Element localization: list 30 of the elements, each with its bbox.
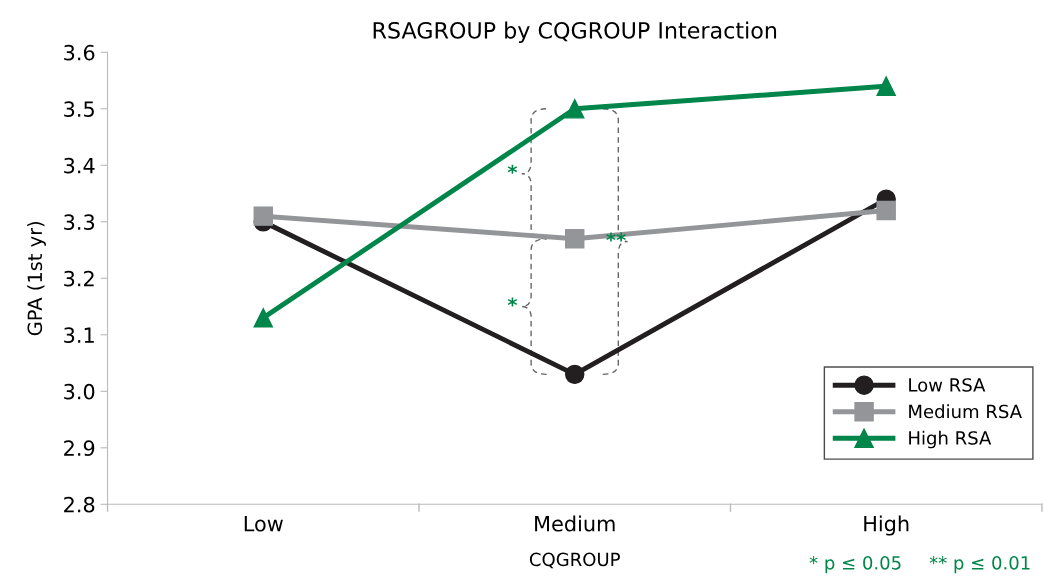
y-axis-title: GPA (1st yr): [27, 221, 46, 336]
point: [564, 99, 585, 119]
point: [876, 200, 896, 221]
chart-title: RSAGROUP by CQGROUP Interaction: [373, 21, 777, 44]
y-tick-label: 3.6: [64, 44, 95, 61]
point: [253, 206, 273, 226]
point: [253, 308, 273, 328]
point: [564, 364, 585, 385]
y-tick-label: 3.3: [64, 214, 95, 231]
x-tick-label: Medium: [535, 515, 615, 532]
text: * p ≤ 0.05: [809, 555, 901, 574]
point: [876, 76, 896, 96]
point: [564, 229, 585, 249]
x-axis-title: CQGROUP: [529, 552, 620, 569]
annotation: *: [507, 297, 518, 307]
text: ** p ≤ 0.01: [929, 555, 1030, 574]
x-tick-label: High: [864, 515, 909, 536]
y-tick-label: 3.5: [64, 101, 94, 117]
y-tick-label: 2.8: [64, 496, 95, 513]
x-tick-label: Low: [244, 516, 283, 532]
legend-label: Low RSA: [909, 378, 986, 392]
y-tick-label: 2.9: [64, 440, 95, 457]
y-tick-label: 3.2: [64, 270, 94, 287]
y-tick-label: 3.0: [64, 383, 95, 400]
legend-label: High RSA: [909, 430, 992, 449]
annotation: *: [507, 164, 518, 174]
y-tick-label: 3.4: [64, 157, 95, 174]
y-tick-label: 3.1: [64, 327, 94, 344]
annotation: **: [606, 232, 626, 242]
legend-label: Medium RSA: [909, 404, 1022, 419]
